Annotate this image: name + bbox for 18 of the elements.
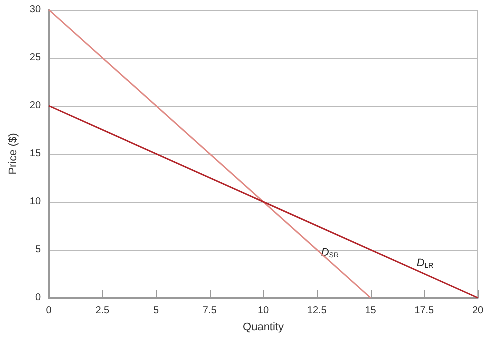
x-tick-label: 2.5 [96,306,110,316]
y-tick-label: 20 [30,100,42,112]
y-tick-label: 15 [30,148,42,160]
x-tick-label: 0 [46,306,52,316]
x-tick-label: 17.5 [414,306,435,316]
y-axis-title: Price ($) [8,133,20,175]
x-tick-label: 15 [365,306,377,316]
x-tick-label: 10 [258,306,270,316]
y-tick-label: 5 [35,244,42,256]
y-tick-label: 0 [35,292,42,304]
x-tick-label: 20 [472,306,484,316]
x-axis-title: Quantity [243,322,284,334]
x-tick-label: 7.5 [202,306,218,316]
y-tick-label: 30 [30,4,42,16]
y-tick-label: 10 [30,196,42,208]
y-tick-label: 25 [30,52,42,64]
x-tick-label: 5 [153,306,160,316]
x-tick-label: 12.5 [307,306,328,316]
